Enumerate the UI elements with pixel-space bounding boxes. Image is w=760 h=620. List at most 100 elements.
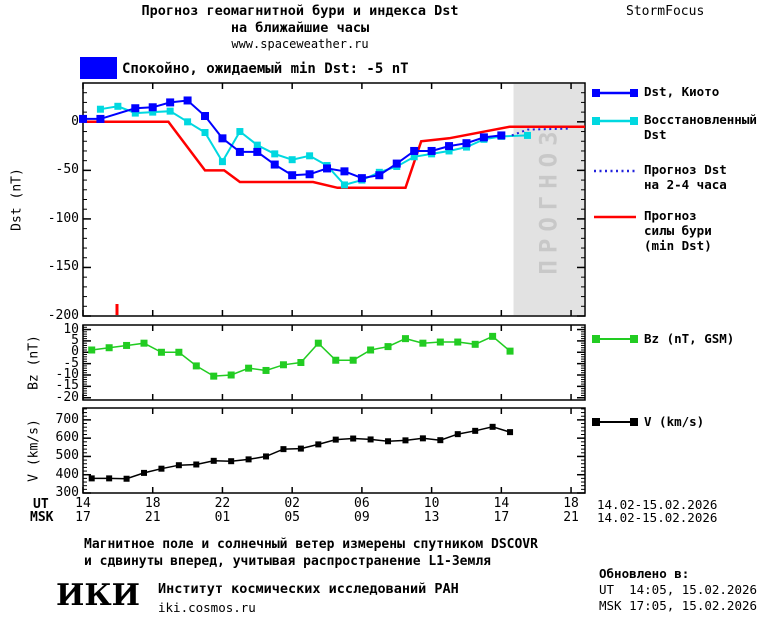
series-dst-forecast — [511, 127, 572, 137]
institute-name: Институт космических исследований РАН — [158, 581, 459, 597]
panel-dst: ПРОГНОЗ — [79, 82, 586, 317]
point-bz — [227, 371, 235, 379]
point-bz — [105, 344, 113, 352]
point-dst-kyoto — [270, 160, 279, 169]
point-v — [385, 438, 392, 445]
point-dst-kyoto — [340, 167, 349, 176]
legend-sample — [594, 215, 636, 219]
point-bz — [279, 361, 287, 369]
legend-item-2: Прогноз Dst на 2-4 часа — [592, 162, 760, 192]
iki-logo: ИКИ — [56, 578, 140, 613]
point-v — [158, 465, 165, 472]
point-bz — [419, 339, 427, 347]
brand-label: StormFocus — [626, 4, 705, 19]
point-v — [297, 445, 304, 452]
point-bz — [123, 341, 131, 349]
point-dst-kyoto — [235, 147, 244, 156]
point-bz — [489, 332, 497, 340]
point-bz — [436, 338, 444, 346]
point-dst-restored — [96, 105, 104, 113]
point-bz — [140, 339, 148, 347]
ut-date-range: 14.02-15.02.2026 — [597, 497, 718, 512]
point-dst-restored — [166, 107, 174, 115]
point-bz — [175, 348, 183, 356]
point-dst-restored — [271, 150, 279, 158]
point-bz — [157, 348, 165, 356]
point-dst-restored — [288, 156, 296, 164]
point-v — [141, 469, 148, 476]
title-block: Прогноз геомагнитной бури и индекса Dst … — [20, 3, 580, 52]
point-v — [332, 436, 339, 443]
point-dst-kyoto — [410, 146, 419, 155]
legend-label: Прогноз силы бури (min Dst) — [644, 208, 712, 253]
point-dst-restored — [523, 131, 531, 139]
point-bz — [506, 347, 514, 355]
point-v — [263, 453, 270, 460]
point-v — [507, 429, 514, 436]
point-dst-kyoto — [253, 147, 262, 156]
point-bz — [349, 356, 357, 364]
point-dst-kyoto — [427, 146, 436, 155]
legend-v: V (km/s) — [592, 414, 704, 429]
point-dst-restored — [236, 128, 244, 136]
point-dst-kyoto — [497, 131, 506, 140]
updated-ut: UT 14:05, 15.02.2026 — [599, 582, 758, 597]
point-dst-restored — [184, 118, 192, 126]
legend-item-3: Прогноз силы бури (min Dst) — [592, 208, 760, 253]
legend-label: Восстановленный Dst — [644, 112, 757, 142]
point-dst-kyoto — [357, 174, 366, 183]
panel-v — [82, 407, 586, 494]
series-storm-forecast — [83, 120, 585, 190]
point-v — [472, 427, 479, 434]
point-dst-kyoto — [375, 171, 384, 180]
footer-note-2: и сдвинуты вперед, учитывая распростране… — [84, 554, 491, 569]
point-dst-restored — [149, 108, 157, 116]
point-v — [245, 456, 252, 463]
bz-axis-label: Bz (nT) — [26, 335, 42, 390]
point-bz — [332, 356, 340, 364]
point-dst-kyoto — [183, 96, 192, 105]
v-axis-label: V (km/s) — [26, 419, 42, 482]
point-bz — [384, 343, 392, 351]
point-v — [419, 435, 426, 442]
point-bz — [88, 346, 96, 354]
legend-sample — [592, 117, 638, 125]
institute-site: iki.cosmos.ru — [158, 600, 256, 615]
point-dst-restored — [201, 129, 209, 137]
legend-marker — [592, 417, 600, 426]
page-subtitle: на ближайшие часы — [230, 20, 370, 36]
legend-sample — [594, 169, 636, 173]
point-v — [489, 423, 496, 430]
msk-row-label: MSK — [30, 510, 54, 525]
point-v — [123, 475, 130, 482]
point-bz — [297, 359, 305, 366]
updated-heading: Обновлено в: — [599, 566, 690, 581]
point-dst-restored — [306, 152, 314, 160]
legend-label: Прогноз Dst на 2-4 часа — [644, 162, 727, 192]
point-bz — [401, 335, 409, 343]
point-v — [402, 437, 409, 444]
point-dst-restored — [340, 181, 348, 189]
legend-item-1: Восстановленный Dst — [592, 112, 760, 142]
legend-marker — [592, 334, 600, 343]
legend-marker — [630, 417, 638, 426]
legend-item-0: Dst, Киото — [592, 84, 760, 99]
point-dst-restored — [131, 109, 139, 117]
point-bz — [314, 339, 322, 347]
point-dst-kyoto — [479, 133, 488, 142]
point-dst-kyoto — [148, 103, 157, 112]
legend-bz: Bz (nT, GSM) — [592, 331, 734, 346]
updated-msk: MSK 17:05, 15.02.2026 — [599, 598, 758, 613]
point-bz — [454, 338, 462, 346]
point-dst-kyoto — [305, 170, 314, 179]
legend-sample — [592, 89, 638, 97]
series-bz — [91, 335, 511, 377]
storm-level-swatch — [80, 57, 117, 79]
source-url: www.spaceweather.ru — [231, 37, 369, 51]
point-v — [280, 446, 287, 453]
point-dst-restored — [218, 158, 226, 166]
point-v — [88, 475, 95, 482]
panel-bz — [82, 324, 586, 401]
page-title: Прогноз геомагнитной бури и индекса Dst — [141, 3, 459, 19]
